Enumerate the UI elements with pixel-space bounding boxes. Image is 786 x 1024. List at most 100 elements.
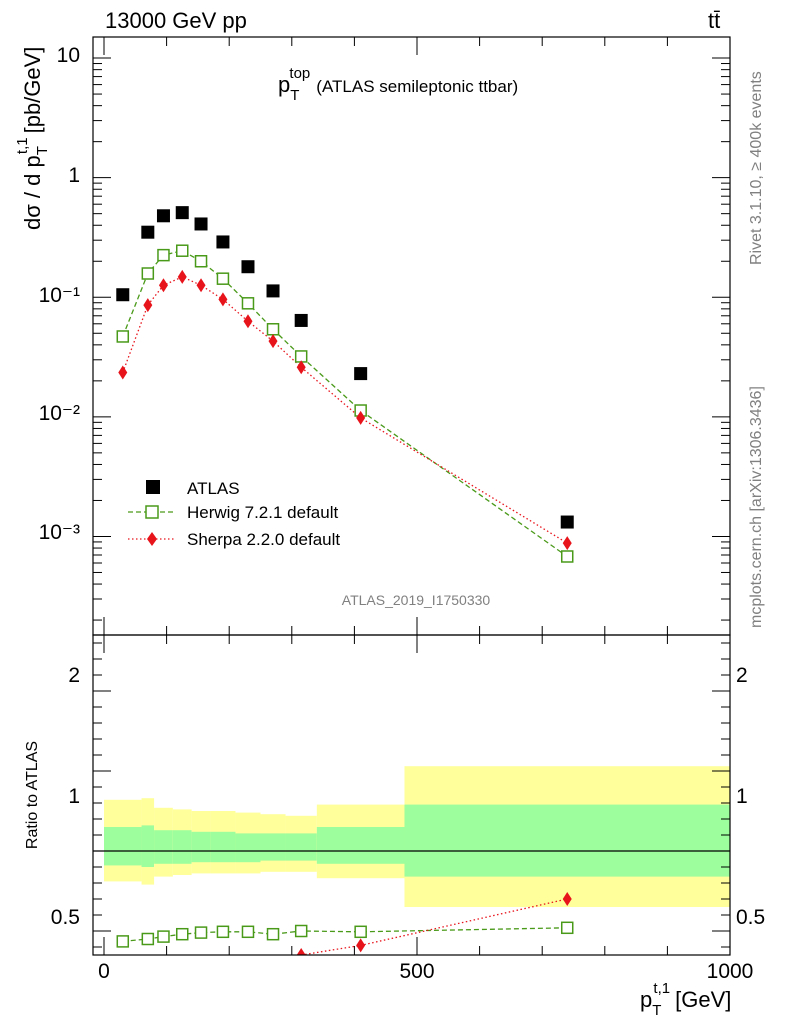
main-panel: 10 1 10⁻¹ 10⁻² 10⁻³ dσ / d pTt,1[pb/GeV]… <box>14 36 731 636</box>
inner-band-10 <box>404 804 730 877</box>
main-point-s2-9 <box>356 410 366 425</box>
inner-band-7 <box>260 833 286 861</box>
main-ylabel-sub: T <box>34 146 51 155</box>
analysis-id: ATLAS_2019_I1750330 <box>342 592 491 608</box>
main-point-s1-7 <box>266 323 280 336</box>
xtick-label-0: 0 <box>98 960 110 983</box>
legend: ATLAS Herwig 7.2.1 default Sherpa 2.2.0 … <box>128 479 340 549</box>
title-main: p <box>278 72 290 97</box>
ytick-label-0p001: 10⁻³ <box>39 521 80 544</box>
main-ylabel-sup: t,1 <box>14 137 31 154</box>
ratio-point-s1-0 <box>296 948 306 955</box>
inner-band-6 <box>235 833 261 863</box>
rivet-version-label: Rivet 3.1.10, ≥ 400k events <box>748 71 765 265</box>
ratio-point-s0-3 <box>176 927 189 941</box>
ratio-point-s0-8 <box>294 924 308 938</box>
main-point-s2-7 <box>268 334 278 349</box>
ytick-label-1: 1 <box>68 164 80 187</box>
process-label: tt̄ <box>708 8 720 33</box>
ratio-ytick-2-left: 2 <box>68 664 80 687</box>
inner-band-0 <box>104 827 142 866</box>
title-sup: top <box>289 65 310 82</box>
legend-atlas-label: ATLAS <box>187 479 240 498</box>
inner-band-5 <box>210 831 236 863</box>
main-point-s1-6 <box>241 297 255 310</box>
main-point-s0-10 <box>560 515 574 529</box>
main-point-s1-4 <box>194 255 208 268</box>
main-point-s2-10 <box>562 536 572 551</box>
main-point-s0-2 <box>156 209 170 223</box>
legend-sherpa-label: Sherpa 2.2.0 default <box>187 530 340 549</box>
legend-herwig-label: Herwig 7.2.1 default <box>187 503 338 522</box>
ratio-point-s0-4 <box>194 926 208 939</box>
main-point-s0-1 <box>141 225 155 239</box>
main-point-s1-10 <box>560 550 574 563</box>
ratio-series-line-1 <box>301 898 568 955</box>
main-point-s2-0 <box>118 365 128 380</box>
ratio-ytick-labels: 2 1 0.5 2 1 0.5 <box>51 664 765 929</box>
ratio-ylabel: Ratio to ATLAS <box>24 741 41 849</box>
main-point-s1-5 <box>216 272 230 285</box>
main-point-s1-1 <box>141 267 155 280</box>
main-point-s0-6 <box>241 260 255 274</box>
ratio-frame <box>92 634 731 956</box>
xlabel: pTt,1 [GeV] <box>640 980 731 1019</box>
title-sub: T <box>290 87 299 104</box>
ratio-ytick-1-left: 1 <box>68 785 80 808</box>
main-point-s0-4 <box>194 217 208 231</box>
beam-label: 13000 GeV pp <box>105 8 247 33</box>
ratio-data <box>116 892 574 955</box>
main-ylabel-unit: [pb/GeV] <box>20 47 45 134</box>
main-point-s1-2 <box>157 248 170 262</box>
main-point-s0-3 <box>175 206 189 220</box>
legend-herwig-marker <box>145 505 159 519</box>
main-point-s2-8 <box>296 360 306 375</box>
inner-band-1 <box>141 825 155 867</box>
legend-sherpa-marker <box>147 532 157 546</box>
ratio-point-s1-1 <box>356 938 366 953</box>
ratio-point-s0-10 <box>560 921 574 935</box>
xlabel-main: p <box>640 987 652 1012</box>
ratio-point-s0-1 <box>141 932 155 946</box>
main-point-s0-0 <box>116 288 130 302</box>
ratio-point-s0-6 <box>241 925 255 939</box>
inner-band-2 <box>154 830 173 864</box>
ratio-point-s1-2 <box>562 892 572 906</box>
main-point-s1-0 <box>116 330 130 343</box>
main-point-s2-2 <box>158 278 168 293</box>
inner-band-8 <box>285 833 317 861</box>
main-ticks <box>93 37 731 635</box>
ratio-ytick-0p5-right: 0.5 <box>736 906 765 929</box>
title-rest: (ATLAS semileptonic ttbar) <box>316 77 518 96</box>
main-ytick-labels: 10 1 10⁻¹ 10⁻² 10⁻³ <box>39 44 80 544</box>
xtick-label-1000: 1000 <box>707 960 754 983</box>
xlabel-sup: t,1 <box>653 980 670 997</box>
ytick-label-0p01: 10⁻² <box>39 402 80 425</box>
ratio-ytick-2-right: 2 <box>736 664 748 687</box>
inner-band-9 <box>316 827 405 864</box>
main-point-s0-9 <box>354 367 368 381</box>
ratio-ytick-1-right: 1 <box>736 785 748 808</box>
main-point-s2-4 <box>196 278 206 293</box>
chart-title: pTtop (ATLAS semileptonic ttbar) <box>278 65 518 104</box>
ratio-series-line-0 <box>122 927 568 943</box>
main-ylabel: dσ / d pTt,1 [pb/GeV] <box>14 47 51 230</box>
main-point-s2-1 <box>143 298 153 313</box>
main-point-s0-7 <box>266 284 280 298</box>
mcplots-label: mcplots.cern.ch [arXiv:1306.3436] <box>748 386 765 628</box>
inner-band-3 <box>172 830 192 864</box>
xtick-label-500: 500 <box>399 960 434 983</box>
ratio-point-s0-2 <box>157 930 170 943</box>
ytick-label-10: 10 <box>57 44 80 67</box>
ratio-point-s0-5 <box>216 925 230 939</box>
main-ylabel-main: dσ / d p <box>20 155 45 230</box>
ytick-label-0p1: 10⁻¹ <box>39 284 80 307</box>
main-point-s0-8 <box>294 313 308 327</box>
ratio-bands <box>93 766 730 907</box>
main-point-s0-5 <box>216 235 230 249</box>
xlabel-unit: [GeV] <box>675 987 731 1012</box>
main-point-s2-5 <box>218 292 228 307</box>
main-point-s2-3 <box>177 269 187 284</box>
ratio-ytick-0p5-left: 0.5 <box>51 906 80 929</box>
